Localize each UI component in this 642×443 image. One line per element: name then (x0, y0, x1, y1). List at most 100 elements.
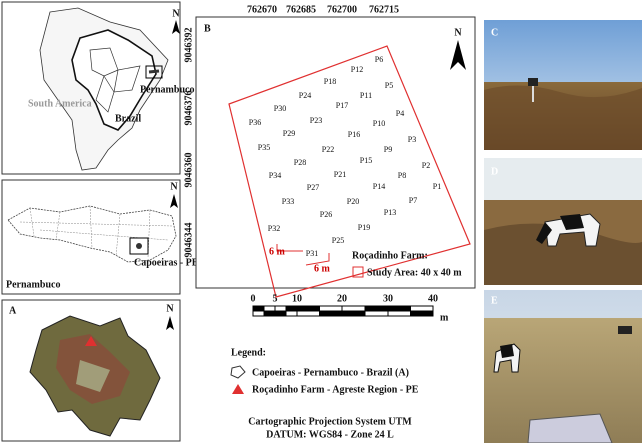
scale-segment (342, 311, 365, 316)
scale-segment (297, 306, 320, 311)
scale-segment (411, 311, 434, 316)
sample-point: P18 (324, 77, 336, 86)
scale-label: 5 (273, 293, 278, 304)
sample-point: P1 (433, 182, 441, 191)
panel-label: A (9, 305, 17, 316)
sample-point: P34 (269, 171, 281, 180)
sample-point: P13 (384, 208, 396, 217)
sample-point: P22 (322, 145, 334, 154)
figure: N South America Brazil Pernambuco N Capo… (0, 0, 642, 443)
sample-point: P15 (360, 156, 372, 165)
sample-point: P11 (360, 91, 372, 100)
x-coordinate: 762670 (247, 4, 277, 15)
legend-title: Legend: (231, 347, 266, 358)
y-coordinate: 9046376 (183, 91, 194, 126)
sample-point: P7 (409, 196, 417, 205)
scale-segment (286, 311, 297, 316)
cow-patches (500, 344, 514, 358)
municipality-label: Capoeiras - PE (134, 257, 199, 268)
sample-point: P20 (347, 197, 359, 206)
sample-point: P12 (351, 65, 363, 74)
sample-point: P28 (294, 158, 306, 167)
scale-segment (411, 306, 434, 311)
study-area-label: Study Area: 40 x 40 m (367, 267, 462, 278)
sample-point: P32 (268, 224, 280, 233)
sample-point: P21 (334, 170, 346, 179)
scale-segment (297, 311, 320, 316)
country-label: Brazil (115, 113, 141, 124)
sample-point: P16 (348, 130, 360, 139)
panel-label: D (491, 166, 498, 177)
sample-point: P4 (396, 109, 404, 118)
spacing-label: 6 m (269, 246, 286, 257)
scale-label: 30 (383, 293, 393, 304)
sample-point: P35 (258, 143, 270, 152)
sample-point: P26 (320, 210, 332, 219)
scale-segment (275, 311, 286, 316)
x-coordinate: 762700 (327, 4, 357, 15)
scale-segment (320, 306, 343, 311)
legend-item: Roçadinho Farm - Agreste Region - PE (252, 384, 419, 395)
x-coordinate: 762685 (286, 4, 316, 15)
legend: Legend: Capoeiras - Pernambuco - Brazil … (231, 347, 419, 440)
sample-point: P2 (422, 161, 430, 170)
y-coordinate: 9046392 (183, 28, 194, 63)
photo-c: C (484, 20, 642, 150)
sample-point: P19 (358, 223, 370, 232)
pernambuco-shape (149, 71, 159, 72)
scale-segment (388, 306, 411, 311)
continent-label: South America (28, 98, 92, 109)
scale-segment (275, 306, 286, 311)
photo-e: E (484, 290, 642, 443)
projection: Cartographic Projection System UTM (248, 416, 412, 427)
south-america-map: N South America Brazil Pernambuco (2, 2, 194, 174)
panel-label: E (491, 295, 498, 306)
legend-symbol (232, 384, 244, 394)
state-label: Pernambuco (6, 279, 60, 290)
panel-label: C (491, 27, 498, 38)
sample-point: P6 (375, 55, 383, 64)
scale-unit: m (440, 312, 449, 323)
pernambuco-map: N Capoeiras - PE Pernambuco (2, 180, 199, 294)
sample-point: P23 (310, 116, 322, 125)
capoeiras-map: N A (2, 300, 180, 441)
scale-label: 40 (428, 293, 438, 304)
north-label: N (166, 303, 174, 314)
sample-point: P3 (408, 135, 416, 144)
sample-point: P14 (373, 182, 385, 191)
scale-label: 0 (251, 293, 256, 304)
study-area-map: B N 6 m 6 m Roçadinho Farm: Study Area: … (196, 17, 475, 297)
scale-segment (253, 311, 264, 316)
scale-label: 10 (292, 293, 302, 304)
scale-segment (264, 311, 275, 316)
sample-point: P5 (385, 81, 393, 90)
sample-point: P8 (398, 171, 406, 180)
scale-label: 20 (337, 293, 347, 304)
spacing-label: 6 m (314, 263, 331, 274)
scale-segment (253, 306, 264, 311)
scale-segment (388, 311, 411, 316)
scale-bar: m 0 5 10 20 30 40 (251, 293, 450, 323)
y-coordinate: 9046344 (183, 223, 194, 258)
datum: DATUM: WGS84 - Zone 24 L (266, 429, 394, 440)
photo-d: D (484, 158, 642, 285)
scale-segment (365, 311, 388, 316)
scale-segment (286, 306, 297, 311)
sample-point: P31 (306, 249, 318, 258)
scale-segment (342, 306, 365, 311)
sample-point: P10 (373, 119, 385, 128)
x-coordinate: 762715 (369, 4, 399, 15)
sample-point: P33 (282, 197, 294, 206)
north-label: N (454, 27, 462, 38)
farm-label: Roçadinho Farm: (352, 250, 428, 261)
north-label: N (172, 8, 180, 19)
sample-point: P17 (336, 101, 348, 110)
marker (528, 78, 538, 86)
frame (196, 17, 475, 288)
sample-point: P9 (384, 145, 392, 154)
sample-point: P30 (274, 104, 286, 113)
sample-point: P25 (332, 236, 344, 245)
scale-segment (320, 311, 343, 316)
north-label: N (170, 181, 178, 192)
panel-label: B (204, 23, 211, 34)
